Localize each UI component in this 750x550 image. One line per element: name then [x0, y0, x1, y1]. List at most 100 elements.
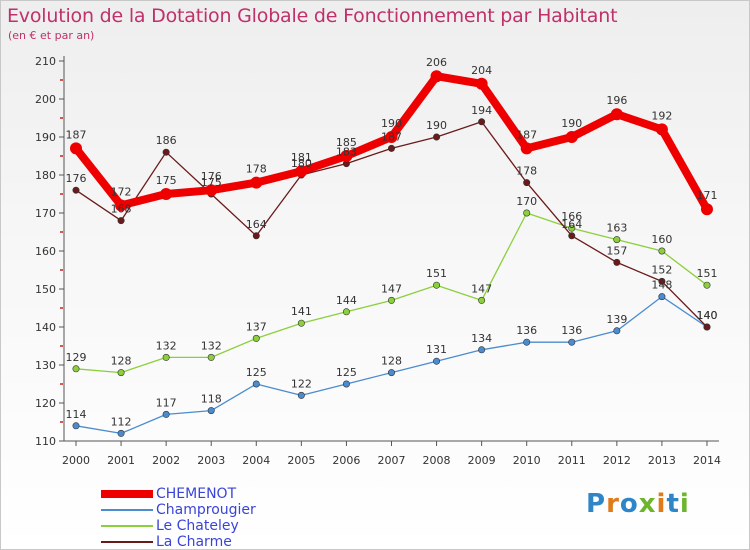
data-point: [430, 70, 443, 83]
logo-letter: i: [656, 489, 667, 519]
data-point: [387, 296, 395, 304]
legend-item: Le Chateley: [101, 518, 256, 534]
y-tick-label: 140: [35, 321, 56, 334]
data-point: [703, 323, 711, 331]
data-label: 178: [246, 163, 267, 176]
data-label: 172: [111, 185, 132, 198]
y-tick-label: 210: [35, 55, 56, 68]
chart-axes: 110 120 130 140 150 160 170 180 190 200 210 2000 200…: [35, 55, 721, 467]
x-tick-label: 2004: [242, 454, 270, 467]
data-label: 175: [201, 176, 222, 189]
data-label: 185: [336, 136, 357, 149]
x-tick-label: 2011: [558, 454, 586, 467]
data-point: [565, 131, 578, 143]
data-point: [117, 429, 125, 437]
legend-label: Champrougier: [156, 502, 256, 518]
data-point: [297, 391, 305, 399]
y-tick-label: 150: [35, 283, 56, 296]
data-point: [70, 142, 82, 155]
legend-item: Champrougier: [101, 502, 256, 518]
data-point: [297, 319, 305, 327]
data-point: [117, 369, 125, 377]
data-point: [162, 148, 170, 156]
data-point: [658, 293, 666, 301]
data-point: [568, 224, 576, 232]
data-label: 118: [201, 393, 222, 406]
data-point: [475, 77, 488, 90]
data-label: 163: [606, 222, 627, 235]
data-point: [340, 150, 353, 162]
logo-letter: x: [638, 489, 657, 519]
data-label: 187: [381, 130, 402, 143]
data-label: 136: [516, 324, 537, 337]
data-point: [433, 281, 441, 289]
proxiti-logo: Proxiti: [586, 489, 690, 519]
y-tick-label: 170: [35, 207, 56, 220]
data-label: 148: [651, 279, 672, 292]
x-tick-label: 2014: [693, 454, 721, 467]
data-label: 187: [66, 128, 87, 141]
y-tick-label: 190: [35, 131, 56, 144]
data-label: 164: [561, 218, 582, 231]
data-label: 157: [606, 244, 627, 257]
data-label: 131: [426, 343, 447, 356]
x-tick-label: 2005: [287, 454, 315, 467]
data-label: 122: [291, 377, 312, 390]
data-point: [342, 308, 350, 316]
data-label: 147: [471, 282, 492, 295]
data-label: 147: [381, 282, 402, 295]
data-point: [72, 422, 80, 430]
data-point: [433, 133, 441, 141]
data-point: [252, 380, 260, 388]
data-label: 186: [156, 134, 177, 147]
data-label: 117: [156, 396, 177, 409]
data-label: 178: [516, 165, 537, 178]
data-point: [568, 232, 576, 240]
logo-letter: r: [606, 489, 620, 519]
data-label: 125: [246, 366, 267, 379]
data-label: 194: [471, 104, 492, 117]
data-point: [523, 209, 531, 217]
data-label: 176: [201, 170, 222, 183]
legend-label: Le Chateley: [156, 518, 239, 534]
y-tick-label: 180: [35, 169, 56, 182]
data-label: 171: [696, 189, 717, 202]
data-point: [610, 108, 623, 121]
data-point: [703, 281, 711, 289]
data-label: 196: [606, 94, 627, 107]
data-label: 132: [201, 339, 222, 352]
data-point: [568, 338, 576, 346]
y-tick-label: 160: [35, 245, 56, 258]
y-tick-label: 200: [35, 93, 56, 106]
x-tick-label: 2001: [107, 454, 135, 467]
data-label: 144: [336, 294, 357, 307]
chart-subtitle: (en € et par an): [8, 29, 95, 42]
data-point: [387, 144, 395, 152]
data-label: 183: [336, 146, 357, 159]
data-point: [433, 357, 441, 365]
logo-letter: i: [679, 489, 690, 519]
data-label: 141: [291, 305, 312, 318]
data-label: 134: [471, 332, 492, 345]
data-label: 128: [381, 355, 402, 368]
data-point: [655, 123, 668, 136]
data-point: [207, 353, 215, 361]
x-tick-label: 2008: [423, 454, 451, 467]
data-label: 140: [696, 309, 717, 322]
logo-letter: t: [666, 489, 680, 519]
data-label: 152: [651, 263, 672, 276]
data-label: 181: [291, 151, 312, 164]
x-tick-label: 2010: [513, 454, 541, 467]
data-point: [658, 247, 666, 255]
x-tick-label: 2007: [377, 454, 405, 467]
y-tick-label: 120: [35, 397, 56, 410]
data-label: 190: [381, 117, 402, 130]
data-label: 128: [111, 355, 132, 368]
data-label: 206: [426, 56, 447, 69]
data-label: 190: [426, 119, 447, 132]
data-label: 151: [696, 267, 717, 280]
data-label: 151: [426, 267, 447, 280]
data-point: [385, 131, 398, 143]
data-point: [658, 277, 666, 285]
